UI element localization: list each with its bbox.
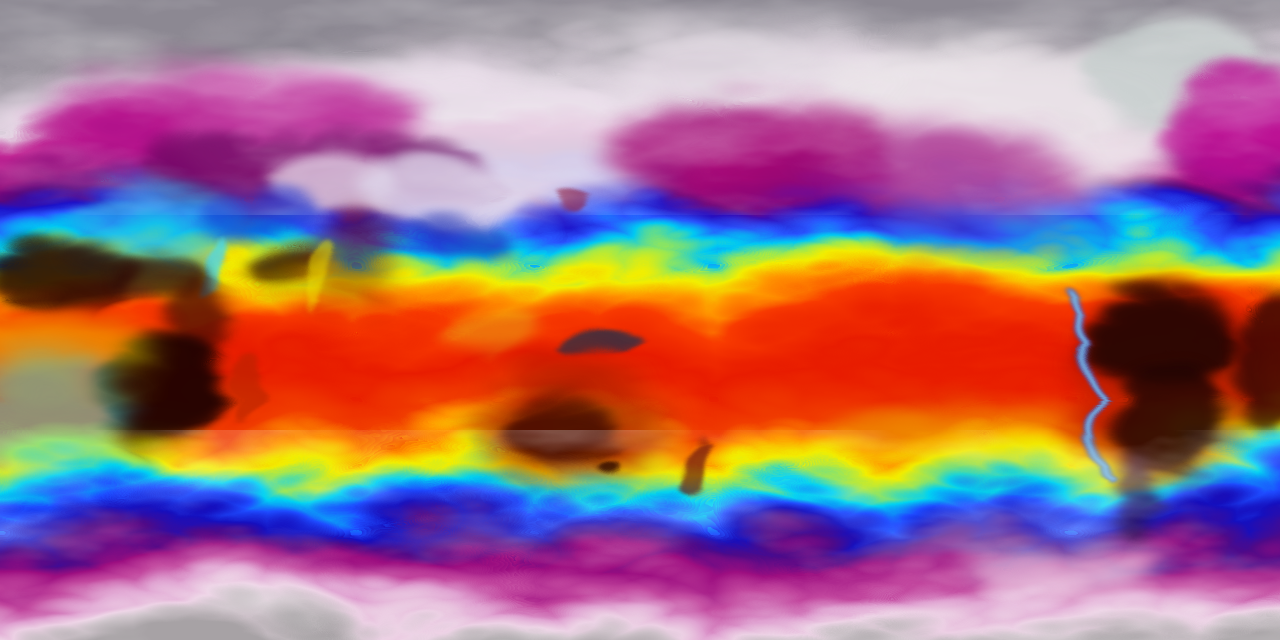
north-polar-wisps xyxy=(0,0,1280,215)
indonesia-yellow xyxy=(439,300,535,344)
samerica-dark-north xyxy=(1074,278,1226,382)
south-polar-wisps xyxy=(0,430,1280,640)
india-coast-yellow xyxy=(305,236,331,296)
west-africa-dark xyxy=(0,238,131,298)
arabia-dark xyxy=(240,245,324,277)
right-edge-dark xyxy=(1224,276,1280,428)
madagascar-warm xyxy=(222,350,250,410)
east-africa-dark-strip xyxy=(162,258,214,354)
new-guinea-cool-streak xyxy=(552,328,632,354)
tibet-cold-fringe xyxy=(399,206,511,250)
